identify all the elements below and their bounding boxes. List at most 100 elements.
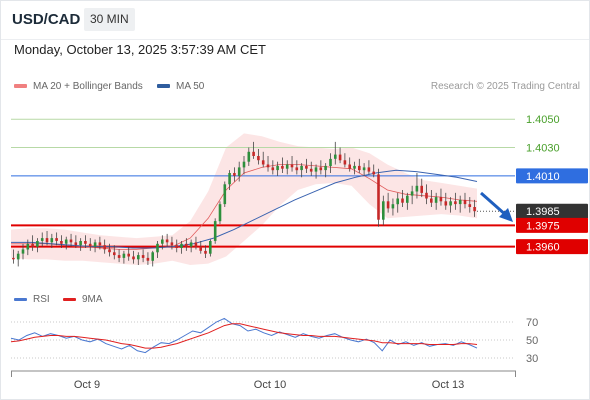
candle-body: [367, 167, 371, 172]
candle-body: [237, 167, 241, 176]
candle-body: [242, 161, 246, 168]
candle: [199, 240, 202, 254]
candle: [69, 233, 73, 247]
candle: [434, 192, 438, 210]
rsi-tick-50: 50: [526, 335, 538, 347]
candle: [165, 233, 169, 247]
candle-body: [257, 156, 260, 161]
candle-body: [458, 199, 462, 205]
candle: [113, 245, 116, 260]
rsi-chart: 70 50 30 Oct 9 Oct 10 Oct 13: [10, 317, 538, 391]
candle: [276, 161, 279, 176]
x-axis-label: Oct 9: [74, 379, 100, 391]
candle: [242, 156, 246, 175]
candle-body: [36, 241, 39, 247]
rsi-line: [10, 317, 478, 354]
candle-body: [180, 243, 183, 248]
legend-ma50: MA 50: [157, 81, 204, 93]
candle: [156, 240, 159, 258]
candle-body: [343, 160, 347, 165]
candle-body: [415, 185, 419, 192]
candle: [223, 181, 227, 207]
candle: [338, 147, 342, 164]
candle: [271, 160, 275, 175]
candle: [247, 147, 251, 166]
price-label-text: 1.4010: [526, 171, 560, 183]
candle-body: [454, 201, 457, 205]
ma50-line: [11, 169, 478, 249]
price-label-box: [516, 217, 588, 233]
candle: [348, 157, 351, 172]
candle-body: [151, 252, 154, 261]
candle-body: [199, 246, 202, 251]
candle: [362, 163, 366, 176]
candle-body: [165, 239, 169, 243]
price-label-1.4010: 1.4010: [516, 168, 588, 184]
candle-body: [434, 197, 438, 203]
candle: [425, 184, 428, 205]
candle-body: [300, 165, 303, 171]
candle-body: [391, 204, 395, 209]
candle: [16, 250, 20, 267]
credit-text: Research © 2025 Trading Central: [430, 81, 580, 92]
candle-body: [12, 257, 15, 260]
candle-body: [175, 245, 178, 248]
candle-body: [406, 195, 409, 203]
candle-body: [55, 238, 58, 241]
candle-body: [473, 207, 476, 212]
candle-body: [285, 164, 289, 169]
price-label-box: [516, 239, 588, 255]
rsi-tick-70: 70: [526, 317, 538, 329]
candle-body: [79, 241, 82, 246]
arrow-shaft: [480, 191, 508, 218]
candle-body: [233, 173, 236, 176]
candle-body: [156, 243, 159, 253]
price-label-1.4030: 1.4030: [526, 143, 560, 155]
timeframe-badge[interactable]: 30 MIN: [84, 8, 135, 31]
candle: [401, 190, 404, 207]
candle: [60, 235, 63, 249]
candle-body: [377, 174, 380, 220]
ma20-swatch: [14, 84, 27, 89]
price-label-1.3960: 1.3960: [516, 239, 588, 255]
candle: [386, 192, 390, 213]
candle-body: [84, 241, 87, 244]
candle: [439, 188, 443, 206]
candle: [170, 236, 174, 250]
price-label-1.4050: 1.4050: [526, 114, 560, 126]
candle-body: [353, 165, 356, 169]
candle-body: [281, 165, 284, 169]
candle-body: [93, 242, 97, 247]
price-chart: 1.4050 1.4030 1.4010 1.3985 1.3975 1.3960: [11, 114, 588, 267]
candle: [45, 231, 49, 246]
symbol-title: USD/CAD: [12, 11, 81, 28]
rsi-swatch: [14, 297, 27, 301]
ma9-label: 9MA: [82, 294, 103, 305]
candle-body: [60, 241, 63, 244]
candle-body: [266, 164, 270, 168]
candle: [180, 240, 183, 254]
candle-body: [247, 151, 251, 162]
candle-body: [69, 239, 73, 243]
candle-body: [439, 197, 443, 202]
candle: [233, 167, 236, 182]
candle-body: [209, 241, 212, 254]
price-label-text: 1.3975: [526, 220, 560, 232]
candle: [50, 233, 54, 249]
candle-body: [358, 165, 361, 171]
candle-body: [98, 242, 102, 246]
candle-body: [26, 243, 30, 250]
candle: [372, 164, 375, 178]
candle-body: [213, 221, 217, 241]
candle: [98, 236, 102, 250]
candle: [31, 235, 34, 251]
candle-body: [189, 242, 193, 247]
candle: [329, 153, 332, 174]
candle: [40, 232, 44, 247]
arrow-head: [499, 208, 513, 222]
candle: [55, 232, 58, 246]
candle-body: [463, 199, 467, 205]
candle-body: [40, 238, 44, 241]
candle-body: [425, 192, 428, 199]
price-label-text: 1.4050: [526, 114, 560, 126]
